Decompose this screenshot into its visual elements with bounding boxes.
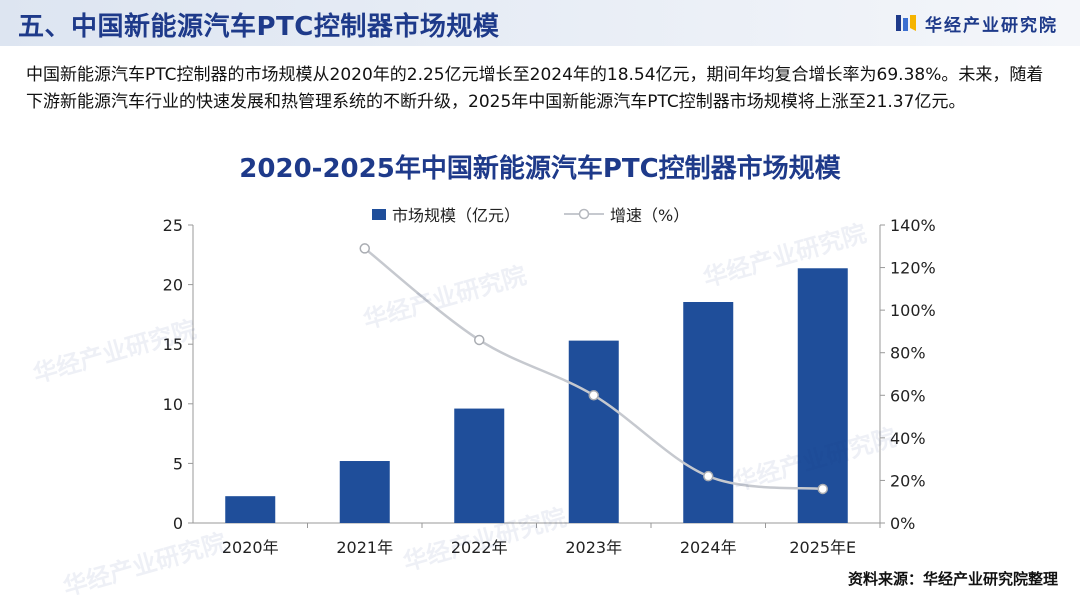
x-tick-label: 2020年 xyxy=(222,538,279,557)
y-left-tick-label: 20 xyxy=(163,276,183,295)
bar xyxy=(339,461,390,523)
legend-item-bar: 市场规模（亿元） xyxy=(372,202,520,226)
chart-title: 2020-2025年中国新能源汽车PTC控制器市场规模 xyxy=(239,154,841,184)
legend-line-label: 增速（%） xyxy=(610,206,690,225)
page-title: 五、中国新能源汽车PTC控制器市场规模 xyxy=(18,12,500,42)
y-right-tick-label: 0% xyxy=(890,514,915,533)
bar xyxy=(225,496,276,523)
legend-item-line: 增速（%） xyxy=(564,202,689,226)
source-note: 资料来源：华经产业研究院整理 xyxy=(847,570,1058,588)
legend-bar-swatch xyxy=(372,208,386,220)
growth-point xyxy=(359,243,370,254)
brand: 华经产业研究院 xyxy=(895,10,1058,36)
y-right-tick-label: 100% xyxy=(890,301,936,320)
y-right-tick-label: 60% xyxy=(890,386,926,405)
x-tick-label: 2022年 xyxy=(451,538,508,557)
growth-point xyxy=(588,390,599,401)
y-left-tick-label: 15 xyxy=(163,335,183,354)
y-right-tick-label: 120% xyxy=(890,259,936,278)
x-tick-label: 2023年 xyxy=(565,538,622,557)
brand-logo-icon xyxy=(896,15,916,31)
y-left-tick-label: 5 xyxy=(173,454,183,473)
growth-point xyxy=(474,334,485,346)
bar xyxy=(568,340,619,523)
growth-point xyxy=(703,470,714,482)
brand-name: 华经产业研究院 xyxy=(925,15,1058,36)
chart-legend: 市场规模（亿元） 增速（%） xyxy=(372,202,689,226)
y-left-tick-label: 10 xyxy=(163,395,183,414)
y-right-tick-label: 80% xyxy=(890,344,926,363)
bar xyxy=(797,268,848,523)
y-right-tick-label: 20% xyxy=(890,471,926,490)
y-left-tick-label: 25 xyxy=(163,216,183,235)
y-left-tick-label: 0 xyxy=(173,514,183,533)
bar xyxy=(683,302,734,523)
x-tick-label: 2021年 xyxy=(336,538,393,557)
x-tick-label: 2024年 xyxy=(680,538,737,557)
bar xyxy=(454,408,505,523)
x-tick-label: 2025年E xyxy=(789,538,856,557)
growth-point xyxy=(817,483,828,495)
y-right-tick-label: 140% xyxy=(890,216,936,235)
intro-paragraph: 中国新能源汽车PTC控制器的市场规模从2020年的2.25亿元增长至2024年的… xyxy=(26,65,1044,112)
legend-bar-label: 市场规模（亿元） xyxy=(392,206,521,225)
y-right-tick-label: 40% xyxy=(890,429,926,448)
legend-line-swatch xyxy=(564,208,605,220)
